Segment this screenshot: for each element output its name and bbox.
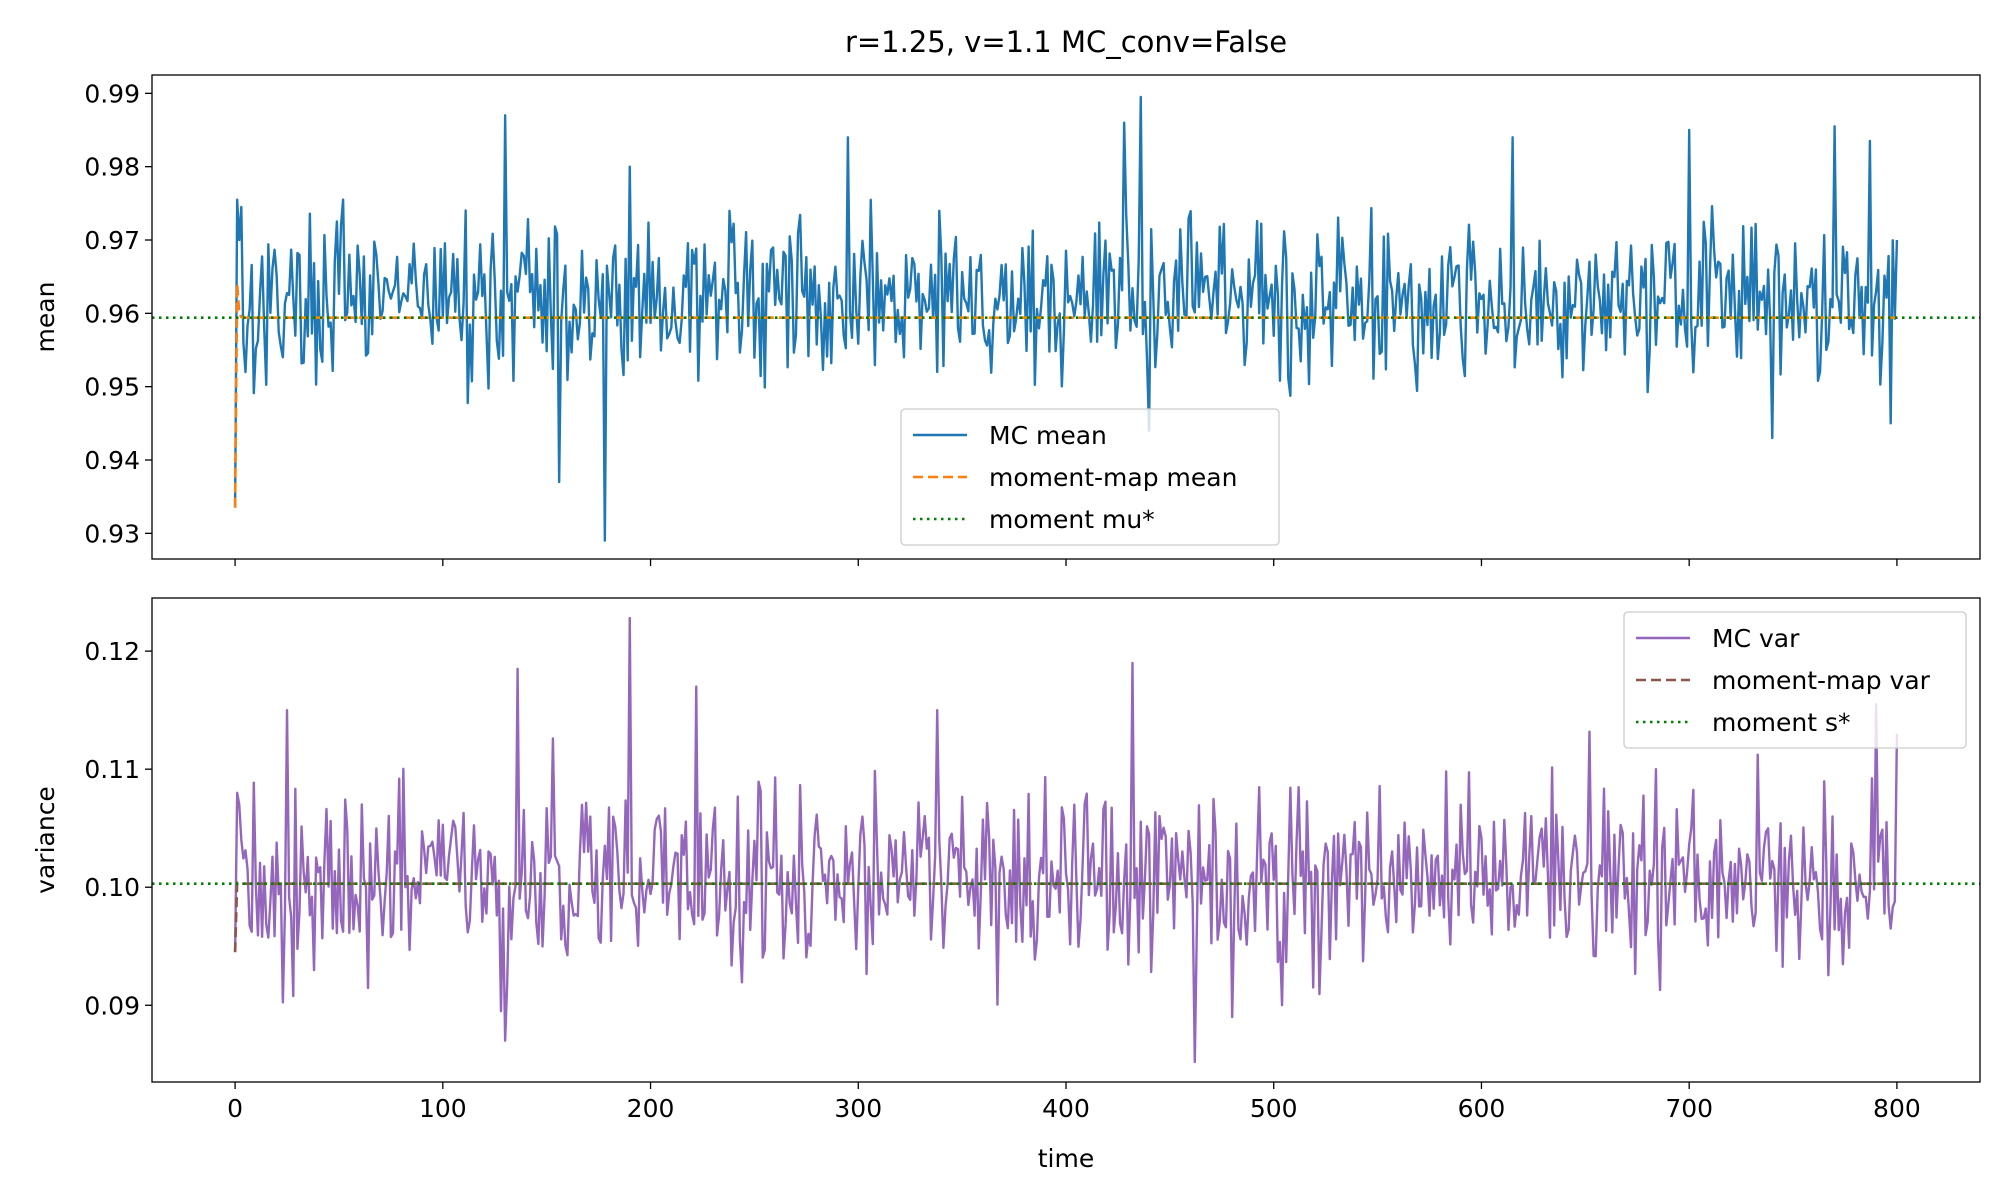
mean-legend-label: moment-map mean xyxy=(989,463,1237,492)
x-tick-label: 700 xyxy=(1665,1094,1713,1123)
chart-title: r=1.25, v=1.1 MC_conv=False xyxy=(845,25,1287,59)
variance-y-axis-label: variance xyxy=(31,786,60,894)
series-line-mc-mean xyxy=(233,95,1899,542)
mean-y-axis-label: mean xyxy=(31,282,60,353)
variance-y-tick-label: 0.09 xyxy=(84,991,140,1020)
x-tick-label: 100 xyxy=(419,1094,467,1123)
variance-y-ticks: 0.09 0.10 0.11 0.12 xyxy=(84,637,152,1020)
x-tick-label: 500 xyxy=(1250,1094,1298,1123)
mean-x-ticks xyxy=(234,559,1898,566)
mean-y-tick-label: 0.97 xyxy=(84,226,140,255)
variance-legend-label: moment s* xyxy=(1712,708,1851,737)
panel-mean: 0.93 0.94 0.95 0.96 0.97 0.98 0.99 mean MC mea… xyxy=(31,74,1981,566)
variance-legend-label: MC var xyxy=(1712,624,1800,653)
variance-legend-label: moment-map var xyxy=(1712,666,1931,695)
mean-plot-area xyxy=(152,95,1980,542)
variance-y-tick-label: 0.10 xyxy=(84,873,140,902)
variance-legend-box xyxy=(1623,611,1967,749)
mean-legend-box xyxy=(900,408,1280,546)
x-tick-label: 400 xyxy=(1042,1094,1090,1123)
mean-y-tick-label: 0.95 xyxy=(84,373,140,402)
panel-variance: 0.09 0.10 0.11 0.12 0 100 200 300 400 500 600 700 8… xyxy=(31,597,1981,1123)
mean-y-tick-label: 0.93 xyxy=(84,519,140,548)
x-tick-label: 600 xyxy=(1458,1094,1506,1123)
x-tick-label: 800 xyxy=(1873,1094,1921,1123)
mean-y-tick-label: 0.98 xyxy=(84,153,140,182)
variance-plot-area xyxy=(152,616,1980,1064)
variance-y-tick-label: 0.12 xyxy=(84,637,140,666)
series-line-moment-map-mean xyxy=(233,282,1897,508)
mean-y-tick-label: 0.94 xyxy=(84,446,140,475)
mean-legend-label: MC mean xyxy=(989,421,1107,450)
variance-legend: MC var moment-map var moment s* xyxy=(1623,611,1967,749)
variance-y-tick-label: 0.11 xyxy=(84,755,140,784)
mean-y-tick-label: 0.96 xyxy=(84,299,140,328)
mean-y-ticks: 0.93 0.94 0.95 0.96 0.97 0.98 0.99 xyxy=(84,79,152,548)
x-axis-label: time xyxy=(1038,1144,1094,1173)
mean-legend-label: moment mu* xyxy=(989,505,1155,534)
mean-y-tick-label: 0.99 xyxy=(84,79,140,108)
x-tick-label: 0 xyxy=(227,1094,243,1123)
series-line-mc-var xyxy=(233,616,1899,1064)
mean-legend: MC mean moment-map mean moment mu* xyxy=(900,408,1280,546)
series-line-moment-map-var xyxy=(233,881,1897,953)
variance-x-ticks: 0 100 200 300 400 500 600 700 800 xyxy=(227,1082,1921,1123)
x-tick-label: 300 xyxy=(834,1094,882,1123)
x-tick-label: 200 xyxy=(627,1094,675,1123)
